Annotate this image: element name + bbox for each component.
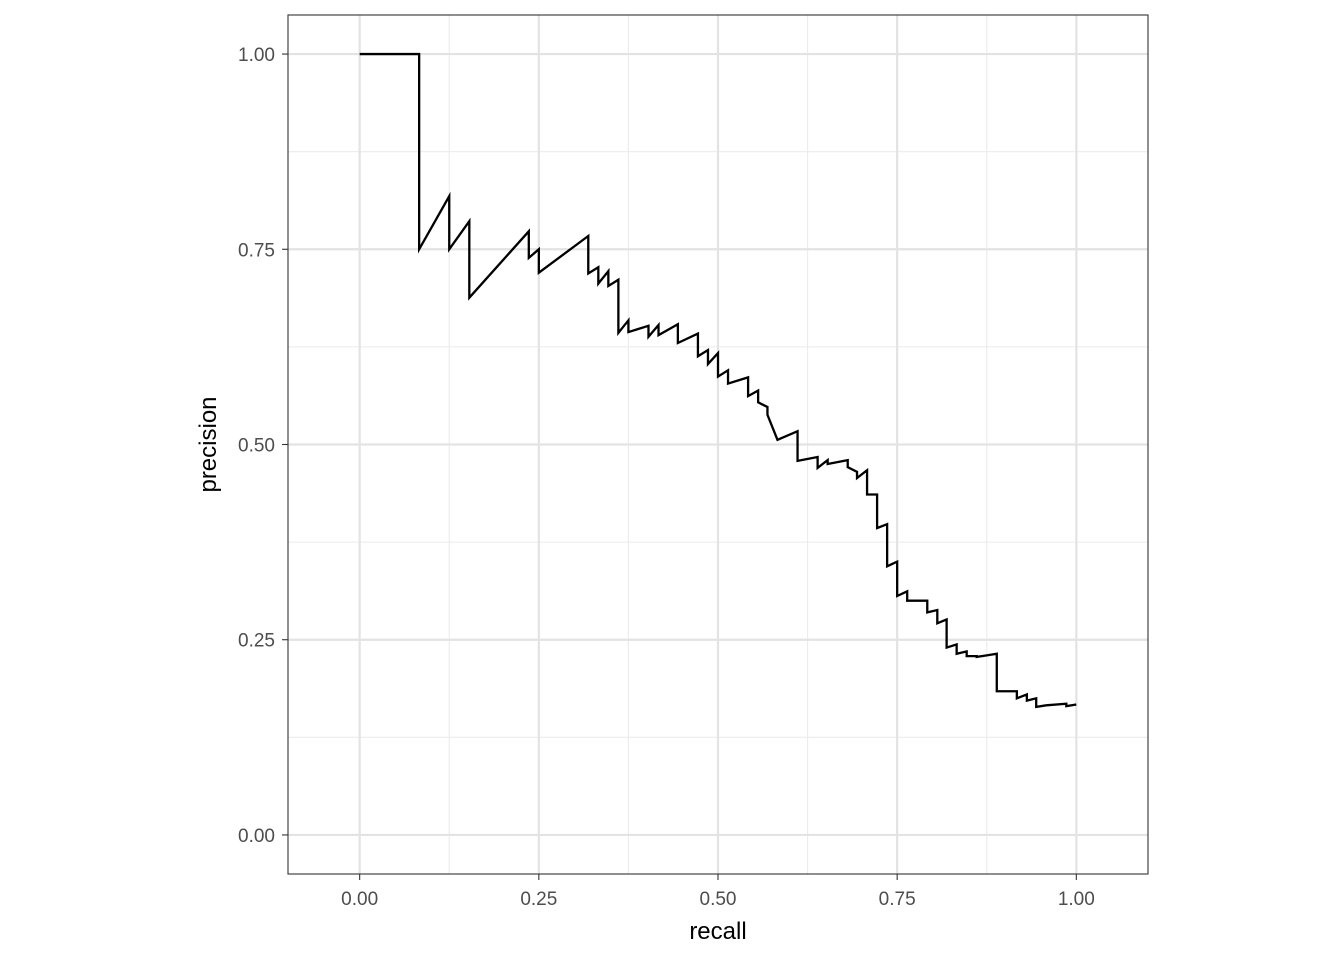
y-tick-label: 0.25 [238, 631, 275, 652]
y-axis-ticks: 0.00 0.25 0.50 0.75 1.00 [238, 45, 288, 847]
y-axis-title: precision [195, 396, 222, 492]
x-tick-label: 0.50 [700, 889, 737, 910]
x-axis-ticks: 0.00 0.25 0.50 0.75 1.00 [341, 874, 1095, 910]
x-tick-label: 1.00 [1058, 889, 1095, 910]
y-tick-label: 0.00 [238, 826, 275, 847]
x-axis-title: recall [689, 918, 746, 945]
y-tick-label: 1.00 [238, 45, 275, 66]
y-tick-label: 0.50 [238, 436, 275, 457]
x-tick-label: 0.25 [520, 889, 557, 910]
major-gridlines [288, 15, 1148, 874]
precision-recall-curve [359, 52, 1077, 709]
x-tick-label: 0.75 [879, 889, 916, 910]
x-tick-label: 0.00 [341, 889, 378, 910]
y-tick-label: 0.75 [238, 240, 275, 261]
